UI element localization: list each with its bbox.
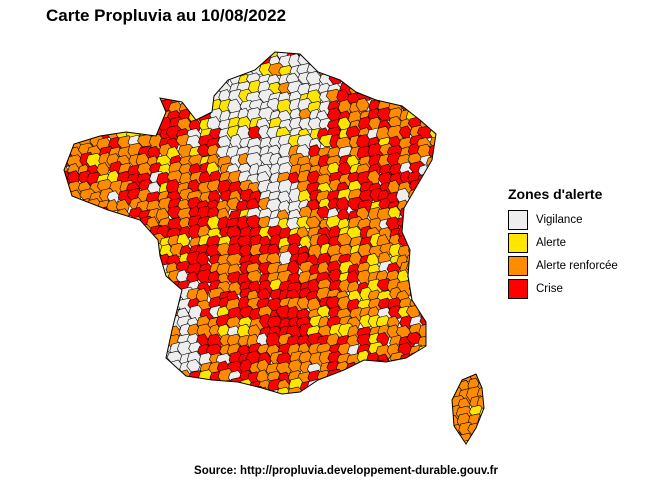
legend-item-alerte-renforcee: Alerte renforcée [508,254,618,277]
page-title: Carte Propluvia au 10/08/2022 [46,6,287,25]
legend-label: Alerte renforcée [536,259,618,272]
legend-item-alerte: Alerte [508,231,618,254]
legend-item-vigilance: Vigilance [508,208,618,231]
legend-item-crise: Crise [508,277,618,300]
legend-label: Vigilance [536,213,583,226]
legend-swatch [508,209,528,230]
source-caption: Source: http://propluvia.developpement-d… [194,465,498,477]
legend-swatch [508,255,528,276]
legend: Zones d'alerte Vigilance Alerte Alerte r… [508,186,618,300]
legend-title: Zones d'alerte [508,186,603,202]
legend-swatch [508,278,528,299]
legend-label: Alerte [536,236,567,249]
legend-swatch [508,232,528,253]
alert-zones [64,52,484,444]
france-outline [63,51,485,445]
legend-label: Crise [536,282,563,295]
